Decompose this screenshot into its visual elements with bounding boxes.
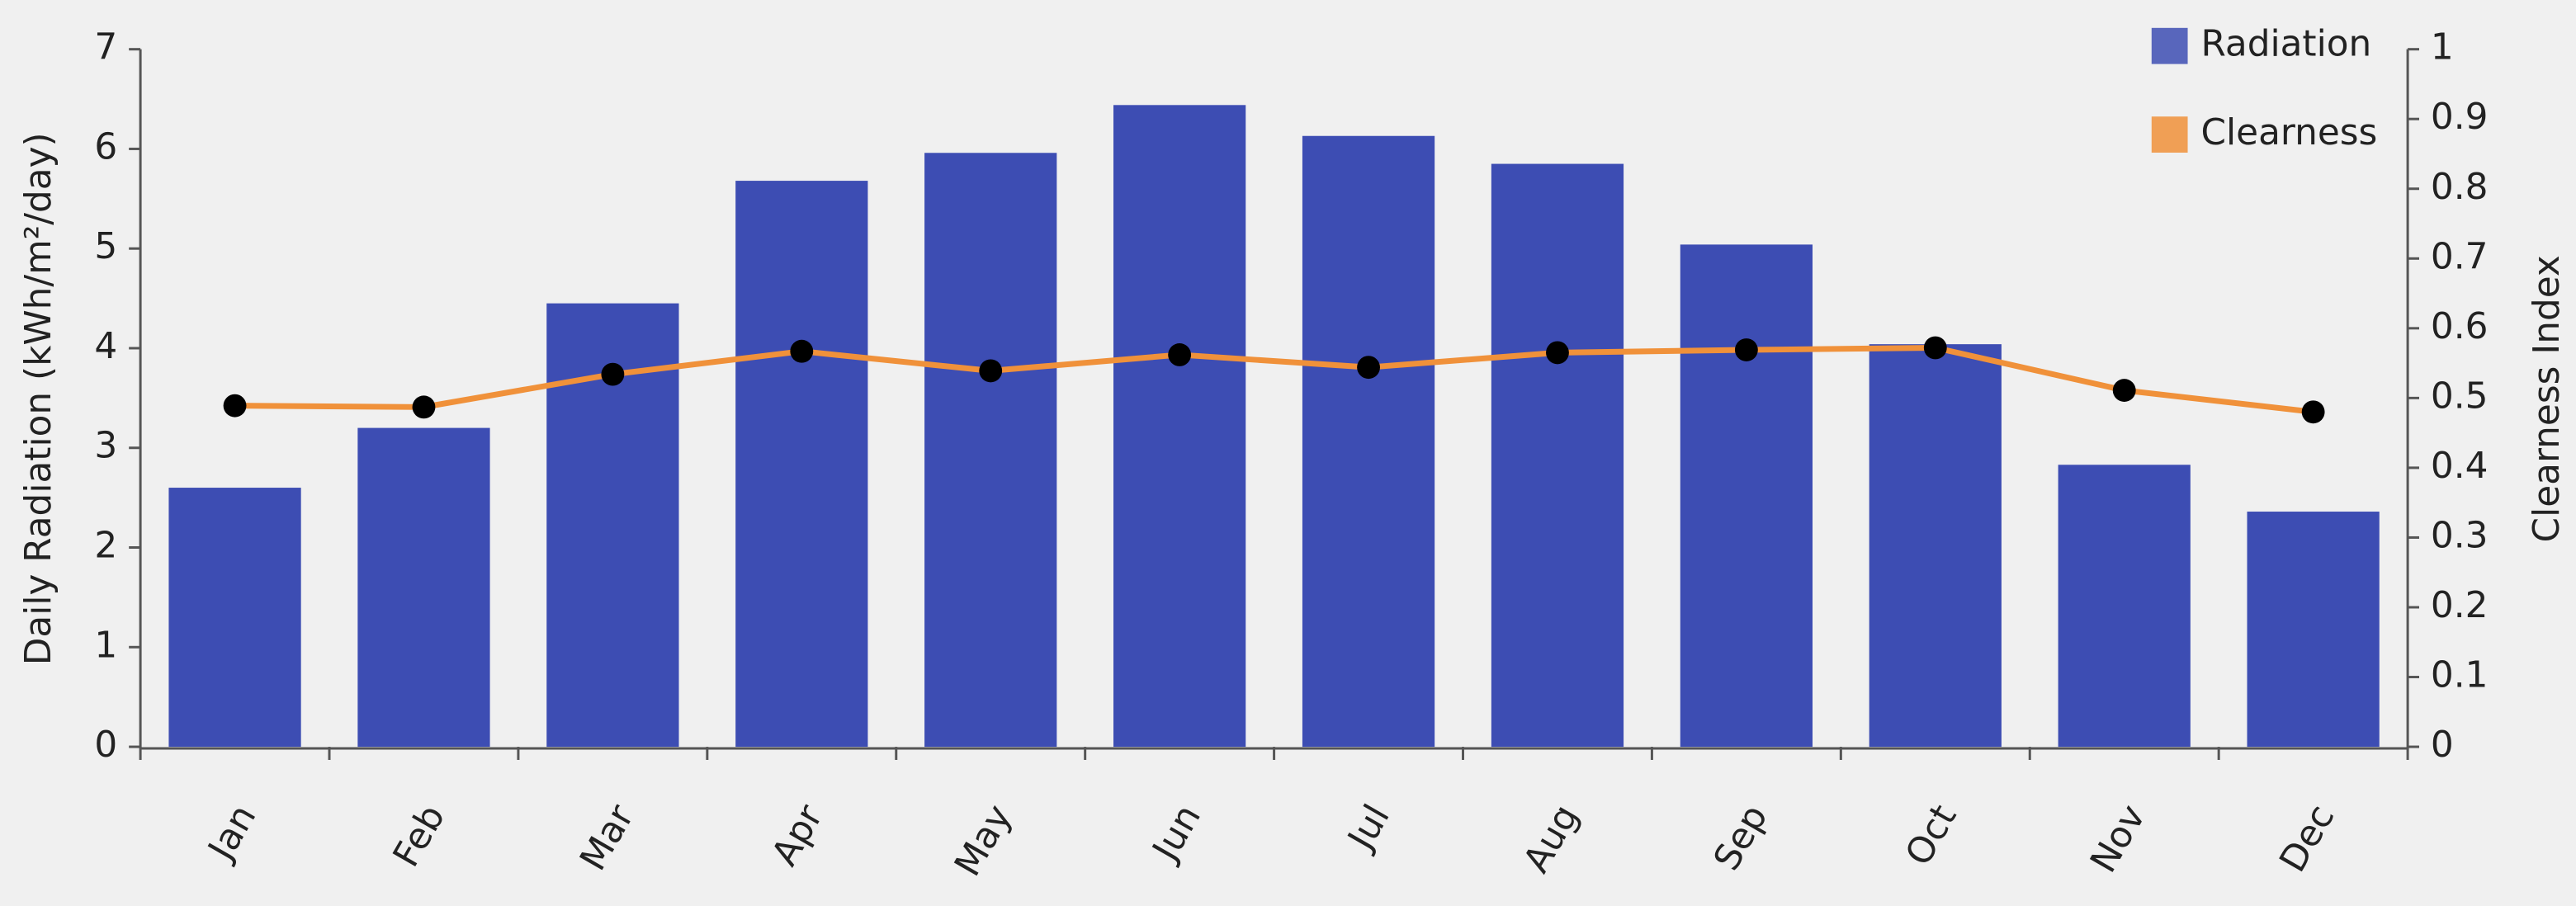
y2-tick-label: 0.5 (2431, 375, 2489, 417)
y2-tick-label: 0.9 (2431, 96, 2489, 138)
y2-tick-label: 0.7 (2431, 235, 2489, 277)
bar (2058, 465, 2191, 748)
bar (924, 153, 1057, 748)
y-tick-label: 4 (94, 325, 117, 367)
marker (979, 359, 1003, 383)
y2-tick-label: 1 (2431, 26, 2454, 68)
y2-tick-label: 0.3 (2431, 514, 2489, 556)
y2-tick-label: 0.4 (2431, 445, 2489, 487)
marker (412, 395, 436, 419)
y2-tick-label: 0.2 (2431, 584, 2489, 626)
bar (168, 488, 301, 748)
marker (1546, 341, 1569, 365)
bar (2247, 512, 2380, 748)
marker (223, 394, 247, 418)
y2-tick-label: 0.1 (2431, 654, 2489, 696)
y2-tick-label: 0.6 (2431, 305, 2489, 347)
y-tick-label: 3 (94, 425, 117, 467)
marker (1734, 338, 1758, 361)
y-tick-label: 2 (94, 525, 117, 567)
y-tick-label: 1 (94, 624, 117, 666)
legend-label: Radiation (2200, 23, 2371, 65)
bar (1491, 163, 1624, 748)
marker (1357, 356, 1380, 380)
y-tick-label: 7 (94, 26, 117, 68)
line (234, 345, 2314, 415)
y-tick-label: 0 (94, 724, 117, 766)
bar (1302, 135, 1435, 748)
y-tick-label: 5 (94, 225, 117, 267)
marker (1168, 343, 1192, 366)
marker (601, 362, 625, 386)
y2-axis-label: Clearness Index (2526, 255, 2568, 542)
bar (1680, 244, 1813, 748)
marker (2301, 400, 2325, 424)
legend-swatch (2151, 116, 2188, 153)
legend-swatch (2151, 27, 2188, 64)
legend-label: Clearness (2200, 111, 2377, 153)
marker (790, 339, 814, 363)
y2-tick-label: 0 (2431, 724, 2454, 766)
bar (735, 181, 868, 748)
bar (1869, 344, 2002, 748)
bar (1113, 105, 1246, 748)
y-axis-label: Daily Radiation (kWh/m²/day) (17, 132, 59, 665)
marker (2112, 379, 2136, 402)
bar (357, 427, 490, 748)
marker (1923, 336, 1947, 360)
y2-tick-label: 0.8 (2431, 166, 2489, 208)
y-tick-label: 6 (94, 125, 117, 168)
